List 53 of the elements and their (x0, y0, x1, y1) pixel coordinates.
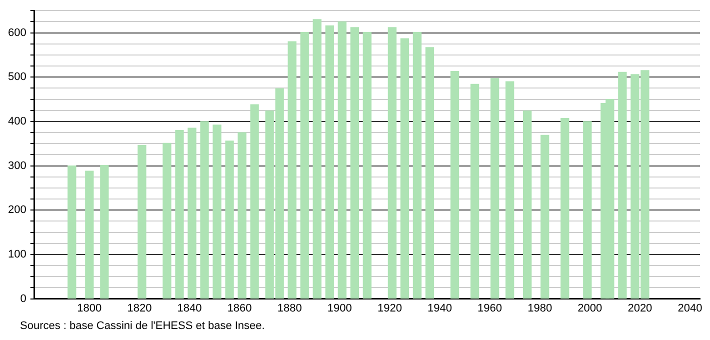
bar (470, 84, 480, 299)
bar (325, 25, 334, 299)
bar (162, 142, 172, 299)
x-tick-label: 1960 (478, 302, 502, 314)
bar (540, 134, 550, 299)
bar (505, 81, 514, 299)
bar (238, 132, 246, 299)
x-tick-label: 2020 (628, 302, 652, 314)
x-tick-label: 1900 (327, 302, 352, 314)
x-tick-label: 2040 (678, 302, 702, 314)
bar (412, 32, 422, 299)
x-tick-label: 1860 (227, 302, 252, 314)
x-tick-label: 1820 (127, 302, 152, 314)
y-tick-label: 600 (8, 26, 26, 39)
x-tick-label: 1800 (77, 302, 102, 314)
bar (400, 38, 410, 299)
bar (85, 170, 94, 299)
bar (583, 121, 592, 299)
y-tick-label: 100 (8, 248, 26, 260)
y-tick-label: 500 (8, 71, 26, 84)
y-tick-label: 400 (8, 115, 26, 128)
y-tick-label: 300 (8, 160, 26, 172)
bar (338, 21, 346, 299)
source-note: Sources : base Cassini de l'EHESS et base Insee. (20, 320, 265, 332)
bar (188, 128, 196, 299)
x-tick-label: 1920 (377, 302, 402, 314)
bar (175, 130, 184, 299)
bar (450, 71, 460, 299)
x-tick-label: 1840 (177, 302, 202, 314)
x-tick-label: 1980 (528, 302, 552, 314)
bar (425, 47, 434, 299)
bar (300, 32, 309, 299)
x-tick-label: 1940 (428, 302, 452, 314)
bar (618, 72, 627, 299)
y-tick-label: 200 (8, 204, 26, 216)
bar (200, 121, 209, 299)
bar (250, 104, 259, 299)
bar (138, 145, 146, 299)
bar (225, 140, 234, 299)
bar (288, 41, 296, 299)
bar (388, 27, 397, 299)
bar (362, 32, 372, 299)
bar (350, 27, 359, 299)
bar (312, 19, 322, 299)
x-tick-label: 2000 (578, 302, 602, 314)
bar (490, 78, 500, 299)
bar (100, 165, 109, 299)
bar (560, 118, 570, 299)
y-tick-label: 0 (20, 292, 26, 305)
bar (523, 110, 532, 299)
bar (212, 124, 222, 299)
x-tick-label: 1880 (277, 302, 302, 314)
bar (68, 165, 76, 299)
